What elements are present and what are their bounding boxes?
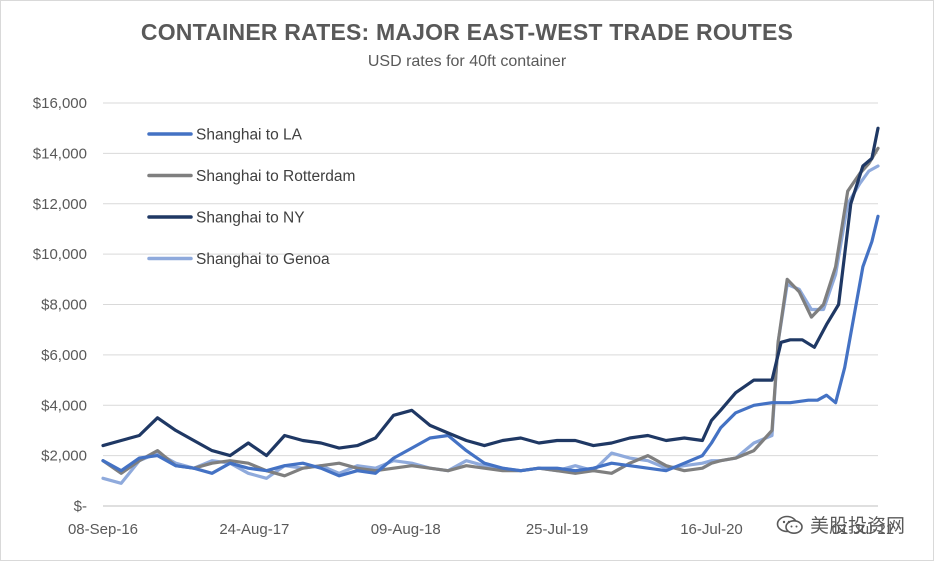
x-tick-label: 09-Aug-18 <box>371 521 441 538</box>
x-tick-label: 08-Sep-16 <box>68 521 138 538</box>
y-tick-label: $- <box>74 498 87 515</box>
legend-label: Shanghai to Rotterdam <box>196 168 355 185</box>
y-tick-label: $16,000 <box>33 95 87 112</box>
legend-label: Shanghai to NY <box>196 210 305 227</box>
y-tick-label: $8,000 <box>41 297 87 314</box>
x-tick-label: 01-Jul-21 <box>832 521 895 538</box>
y-tick-label: $4,000 <box>41 397 87 414</box>
legend-label: Shanghai to LA <box>196 127 303 144</box>
series-line-shanghai-to-ny <box>101 126 880 458</box>
y-tick-label: $10,000 <box>33 246 87 263</box>
y-tick-label: $2,000 <box>41 448 87 465</box>
series-line-shanghai-to-rotterdam <box>101 146 880 478</box>
x-tick-label: 24-Aug-17 <box>219 521 289 538</box>
watermark: 美股投资网 <box>776 511 905 538</box>
chart-subtitle: USD rates for 40ft container <box>367 53 567 70</box>
y-tick-label: $14,000 <box>33 145 87 162</box>
series-line-shanghai-to-la <box>101 214 880 478</box>
legend-label: Shanghai to Genoa <box>196 251 330 268</box>
x-tick-label: 25-Jul-19 <box>526 521 589 538</box>
x-tick-label: 16-Jul-20 <box>680 521 743 538</box>
chart-title: CONTAINER RATES: MAJOR EAST-WEST TRADE R… <box>140 19 794 45</box>
watermark-text: 美股投资网 <box>809 515 905 537</box>
y-tick-label: $12,000 <box>33 196 87 213</box>
wechat-icon <box>776 515 803 534</box>
y-tick-label: $6,000 <box>41 347 87 364</box>
